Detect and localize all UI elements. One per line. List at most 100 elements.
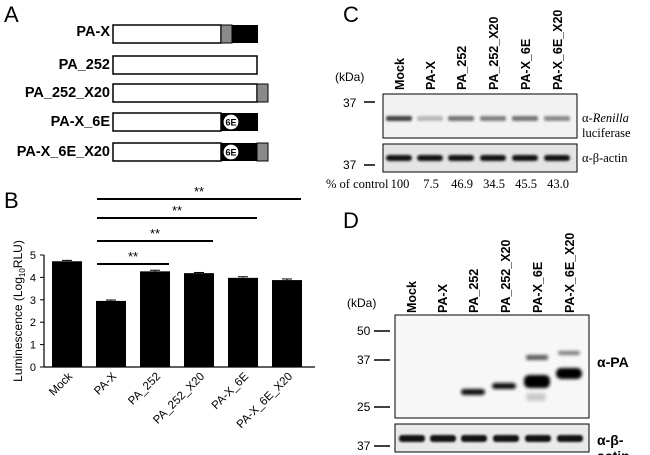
- construct-bar-pa-x-6e-x20: 6E: [112, 142, 269, 162]
- luciferase-band: [386, 116, 412, 121]
- percent-value: 34.5: [483, 177, 505, 191]
- panel-label-d: D: [343, 208, 359, 233]
- luciferase-band: [448, 116, 474, 121]
- actin-band: [480, 155, 506, 161]
- bar: [228, 277, 258, 367]
- marker-37-actin: 37: [357, 439, 371, 453]
- pa-blot: [394, 314, 590, 419]
- chart-bars: [52, 259, 302, 367]
- y-tick-label: 2: [30, 317, 36, 329]
- actin-band: [448, 155, 474, 161]
- marker-37: 37: [357, 353, 371, 367]
- actin-band: [544, 155, 570, 161]
- mutation-6e-marker: [222, 143, 240, 161]
- percent-value: 100: [390, 177, 410, 191]
- actin-band-d: [399, 435, 425, 442]
- construct-bar-pa-x-6e: 6E: [112, 112, 258, 132]
- actin-antibody-label: α-β-actin: [582, 151, 628, 165]
- marker-37-actin: 37: [343, 158, 357, 172]
- construct-name-pa-252: PA_252: [58, 57, 110, 73]
- x-tick-label: PA_252: [126, 371, 163, 408]
- significance-label: **: [128, 249, 138, 264]
- mutation-6e-marker: [222, 113, 240, 131]
- x-tick-label: PA-X: [92, 370, 119, 397]
- bar: [52, 261, 82, 367]
- luciferase-band: [417, 116, 443, 121]
- y-axis-title: Luminescence (Log10RLU): [11, 240, 27, 382]
- pa-band: [524, 375, 550, 388]
- panel-c-blot: Mock PA-X PA_252 PA_252_X20 PA-X_6E PA-X_6E_X…: [326, 0, 650, 205]
- luciferase-blot: [382, 93, 578, 139]
- percent-value: 43.0: [547, 177, 569, 191]
- pa-band: [461, 389, 485, 395]
- pa-band: [556, 368, 582, 379]
- bar: [272, 280, 302, 367]
- mutation-6e-label: 6E: [225, 148, 236, 158]
- x-tick-label: Mock: [47, 370, 75, 398]
- actin-antibody-label-d: α-β-actin: [597, 432, 630, 455]
- significance-label: **: [172, 203, 182, 218]
- x-tick-label: PA-X_6E: [210, 370, 252, 412]
- construct-bar-pa-x: [112, 24, 258, 44]
- percent-value: 45.5: [515, 177, 537, 191]
- significance-label: **: [150, 226, 160, 241]
- bar: [96, 300, 126, 367]
- mutation-6e-label: 6E: [225, 118, 236, 128]
- panel-label-c: C: [343, 2, 359, 27]
- blot-images-d: [374, 314, 590, 453]
- actin-band-d: [493, 435, 519, 442]
- luciferase-band: [480, 116, 506, 121]
- y-tick-label: 1: [30, 340, 36, 352]
- marker-50: 50: [357, 324, 371, 338]
- actin-band-d: [525, 435, 551, 442]
- significance-label: **: [194, 185, 204, 199]
- bar: [184, 273, 214, 367]
- pa-band-upper: [558, 351, 580, 355]
- kda-label: (kDa): [347, 296, 377, 310]
- antibody-prefix: α-: [582, 111, 593, 125]
- actin-blot-d: [394, 423, 590, 453]
- y-tick-label: 3: [30, 295, 36, 307]
- pa-antibody-label: α-PA: [597, 354, 629, 370]
- actin-band: [417, 155, 443, 161]
- actin-band-d: [557, 435, 583, 442]
- percent-value: 7.5: [423, 177, 439, 191]
- actin-band-d: [461, 435, 487, 442]
- pa-band-upper: [526, 355, 548, 360]
- bar: [140, 271, 170, 367]
- construct-name-pa-252-x20: PA_252_X20: [24, 85, 110, 101]
- construct-name-pa-x-6e: PA-X_6E: [50, 114, 110, 130]
- panel-label-a: A: [4, 2, 19, 27]
- marker-25: 25: [357, 400, 371, 414]
- construct-name-pa-x: PA-X: [76, 24, 110, 40]
- percent-of-control-label: % of control: [326, 177, 389, 191]
- luciferase-band: [512, 116, 538, 121]
- actin-band-d: [430, 435, 456, 442]
- chart-axes: 0 1 2 3 4 5: [30, 250, 315, 374]
- percent-value: 46.9: [451, 177, 473, 191]
- pa-band: [492, 383, 516, 389]
- construct-name-pa-x-6e-x20: PA-X_6E_X20: [16, 144, 110, 160]
- luciferase-antibody-label: α-Renilla luciferase: [582, 111, 650, 141]
- panel-a-constructs: PA-X PA_252 PA_252_X20 PA-X_6E PA-X_6E_X…: [0, 0, 290, 185]
- kda-label: (kDa): [335, 70, 365, 84]
- marker-37: 37: [343, 96, 357, 110]
- panel-d-blot: Mock PA-X PA_252 PA_252_X20 PA-X_6E PA-X_6E_X…: [330, 205, 650, 455]
- pa-smear: [526, 393, 546, 401]
- y-tick-label: 5: [30, 250, 36, 262]
- y-tick-label: 0: [30, 362, 36, 374]
- significance-brackets: ** ** ** **: [97, 185, 301, 265]
- antibody-suffix: luciferase: [582, 126, 631, 140]
- luciferase-band: [544, 116, 570, 121]
- construct-bar-pa-252: [112, 55, 258, 75]
- antibody-italic: Renilla: [592, 111, 629, 125]
- construct-bar-pa-252-x20: [112, 83, 269, 103]
- construct-diagram: 6E 6E: [112, 24, 269, 162]
- actin-band: [512, 155, 538, 161]
- y-tick-label: 4: [30, 272, 36, 284]
- actin-band: [386, 155, 412, 161]
- panel-label-b: B: [4, 188, 19, 213]
- blot-images: [364, 93, 578, 173]
